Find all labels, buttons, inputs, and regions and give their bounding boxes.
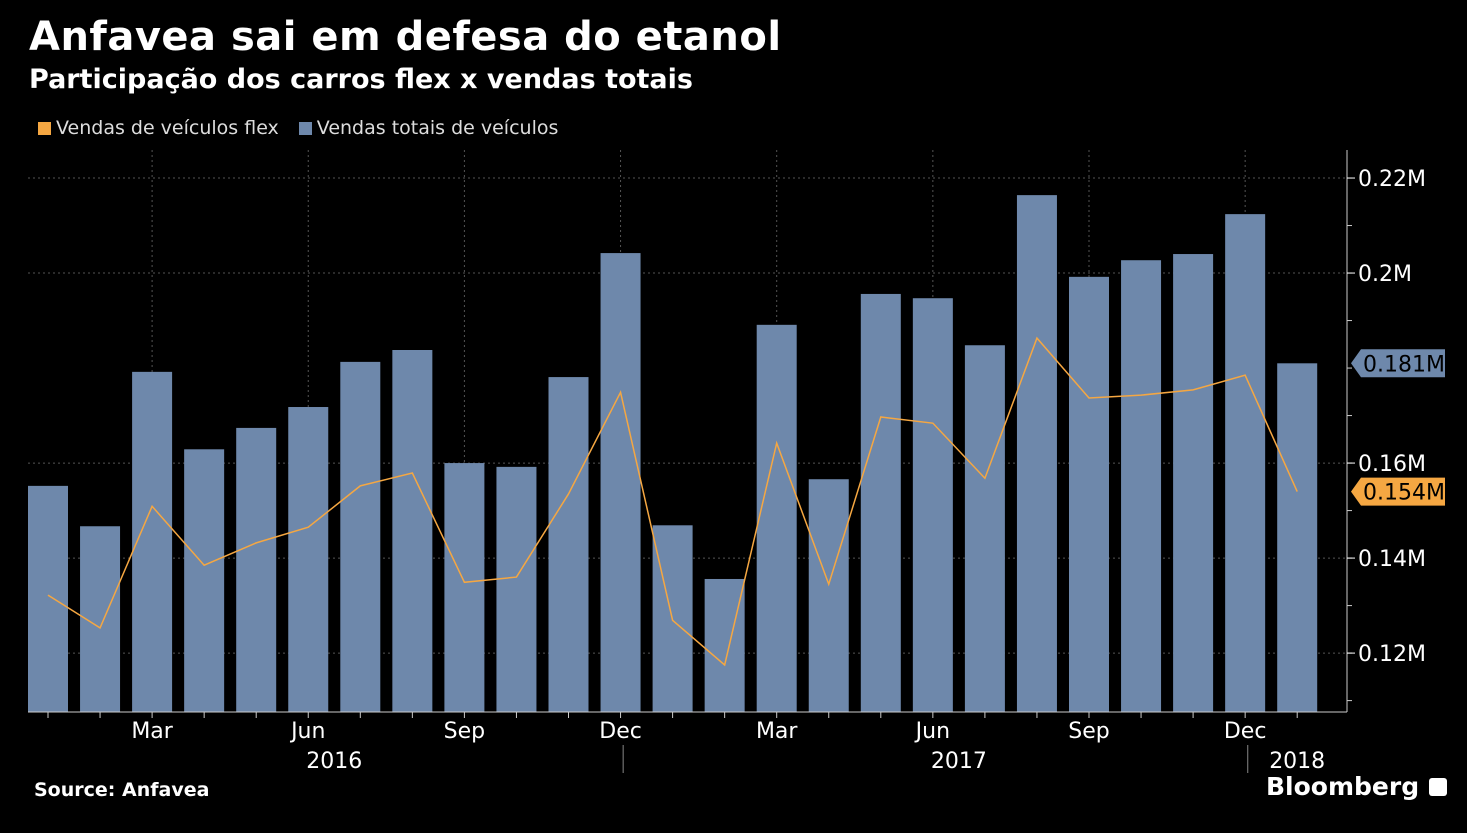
x-tick-label: Sep — [1068, 719, 1109, 744]
bar-total-7 — [392, 350, 433, 712]
x-tick-label: Jun — [289, 719, 325, 744]
x-tick-label: Mar — [131, 719, 173, 744]
bar-total-11 — [600, 253, 641, 713]
last-value-flex-bg — [1351, 477, 1445, 506]
year-label: 2018 — [1269, 749, 1325, 774]
bar-total-6 — [340, 361, 381, 712]
bar-total-9 — [496, 466, 537, 712]
bar-total-3 — [184, 449, 225, 712]
bar-total-19 — [1016, 195, 1057, 712]
bar-total-18 — [964, 345, 1005, 712]
legend-item-flex: Vendas de veículos flex — [38, 117, 279, 139]
x-tick-label: Dec — [1224, 719, 1267, 744]
last-value-flex-label: 0.154M — [1363, 481, 1445, 506]
legend-item-total: Vendas totais de veículos — [298, 117, 559, 139]
brand-name: Bloomberg — [1266, 772, 1420, 801]
legend-swatch-total — [298, 121, 312, 135]
y-tick-label: 0.2M — [1358, 262, 1412, 287]
x-tick-label: Mar — [756, 719, 798, 744]
bar-total-22 — [1173, 254, 1214, 712]
year-label: 2017 — [931, 749, 987, 774]
bar-total-4 — [236, 427, 277, 712]
bar-total-0 — [28, 485, 68, 712]
bar-total-8 — [444, 463, 485, 712]
bar-total-15 — [808, 479, 849, 712]
legend-label-total: Vendas totais de veículos — [316, 117, 559, 139]
bar-total-20 — [1069, 276, 1109, 712]
bar-total-21 — [1121, 260, 1162, 712]
year-label: 2016 — [306, 749, 362, 774]
legend: Vendas de veículos flex Vendas totais de… — [38, 117, 558, 139]
bar-total-24 — [1277, 363, 1318, 712]
bar-total-14 — [756, 324, 797, 712]
bar-total-23 — [1225, 214, 1266, 713]
y-tick-label: 0.14M — [1358, 547, 1426, 572]
source-note: Source: Anfavea — [34, 779, 210, 801]
last-value-total-bg — [1351, 349, 1445, 378]
chart-title: Anfavea sai em defesa do etanol — [29, 14, 782, 60]
last-value-total-label: 0.181M — [1363, 352, 1445, 377]
legend-label-flex: Vendas de veículos flex — [56, 117, 279, 139]
bloomberg-chart-icon — [1429, 777, 1448, 796]
bar-total-13 — [704, 578, 745, 712]
y-tick-label: 0.12M — [1358, 642, 1426, 667]
x-tick-label: Dec — [599, 719, 642, 744]
x-tick-label: Sep — [444, 719, 485, 744]
bloomberg-logo: Bloomberg — [1266, 772, 1448, 801]
y-tick-label: 0.16M — [1358, 452, 1426, 477]
legend-swatch-flex — [38, 121, 51, 135]
bar-total-5 — [288, 407, 329, 712]
x-tick-label: Jun — [914, 719, 950, 744]
bar-total-17 — [912, 298, 953, 712]
chart-subtitle: Participação dos carros flex x vendas to… — [29, 64, 693, 95]
y-tick-label: 0.22M — [1358, 167, 1426, 192]
bar-total-16 — [860, 293, 901, 712]
bar-total-10 — [548, 377, 589, 712]
bar-total-2 — [132, 371, 173, 712]
